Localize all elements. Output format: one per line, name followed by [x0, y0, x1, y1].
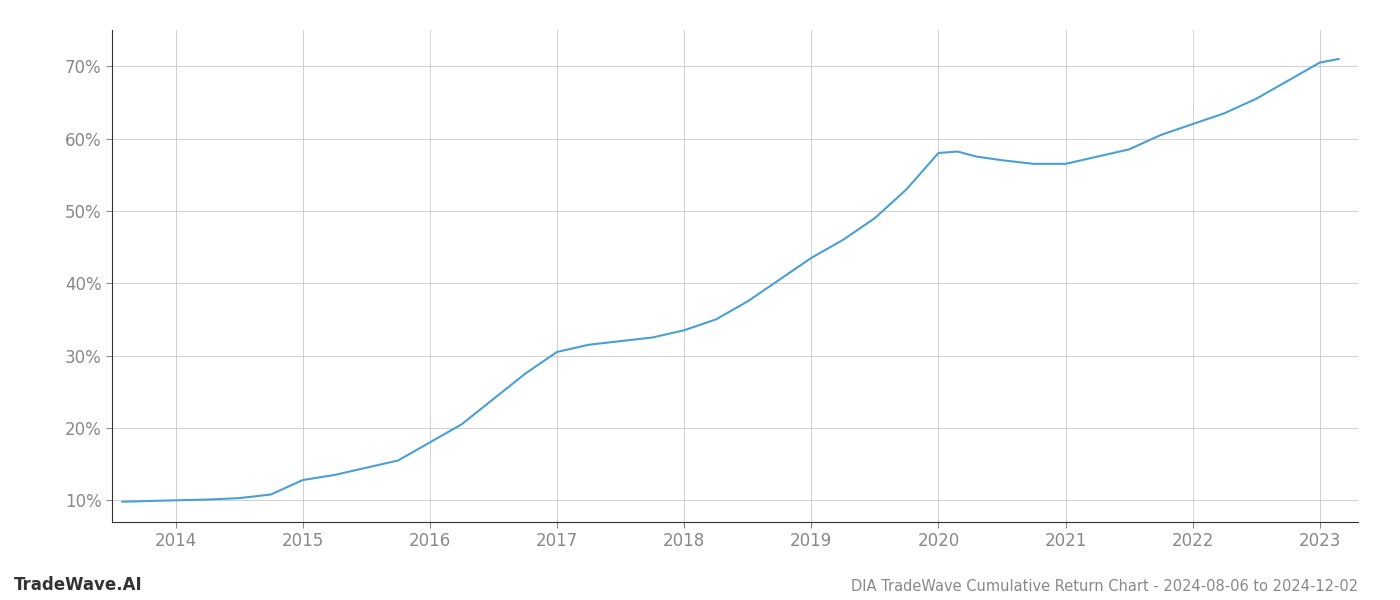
Text: TradeWave.AI: TradeWave.AI	[14, 576, 143, 594]
Text: DIA TradeWave Cumulative Return Chart - 2024-08-06 to 2024-12-02: DIA TradeWave Cumulative Return Chart - …	[851, 579, 1358, 594]
